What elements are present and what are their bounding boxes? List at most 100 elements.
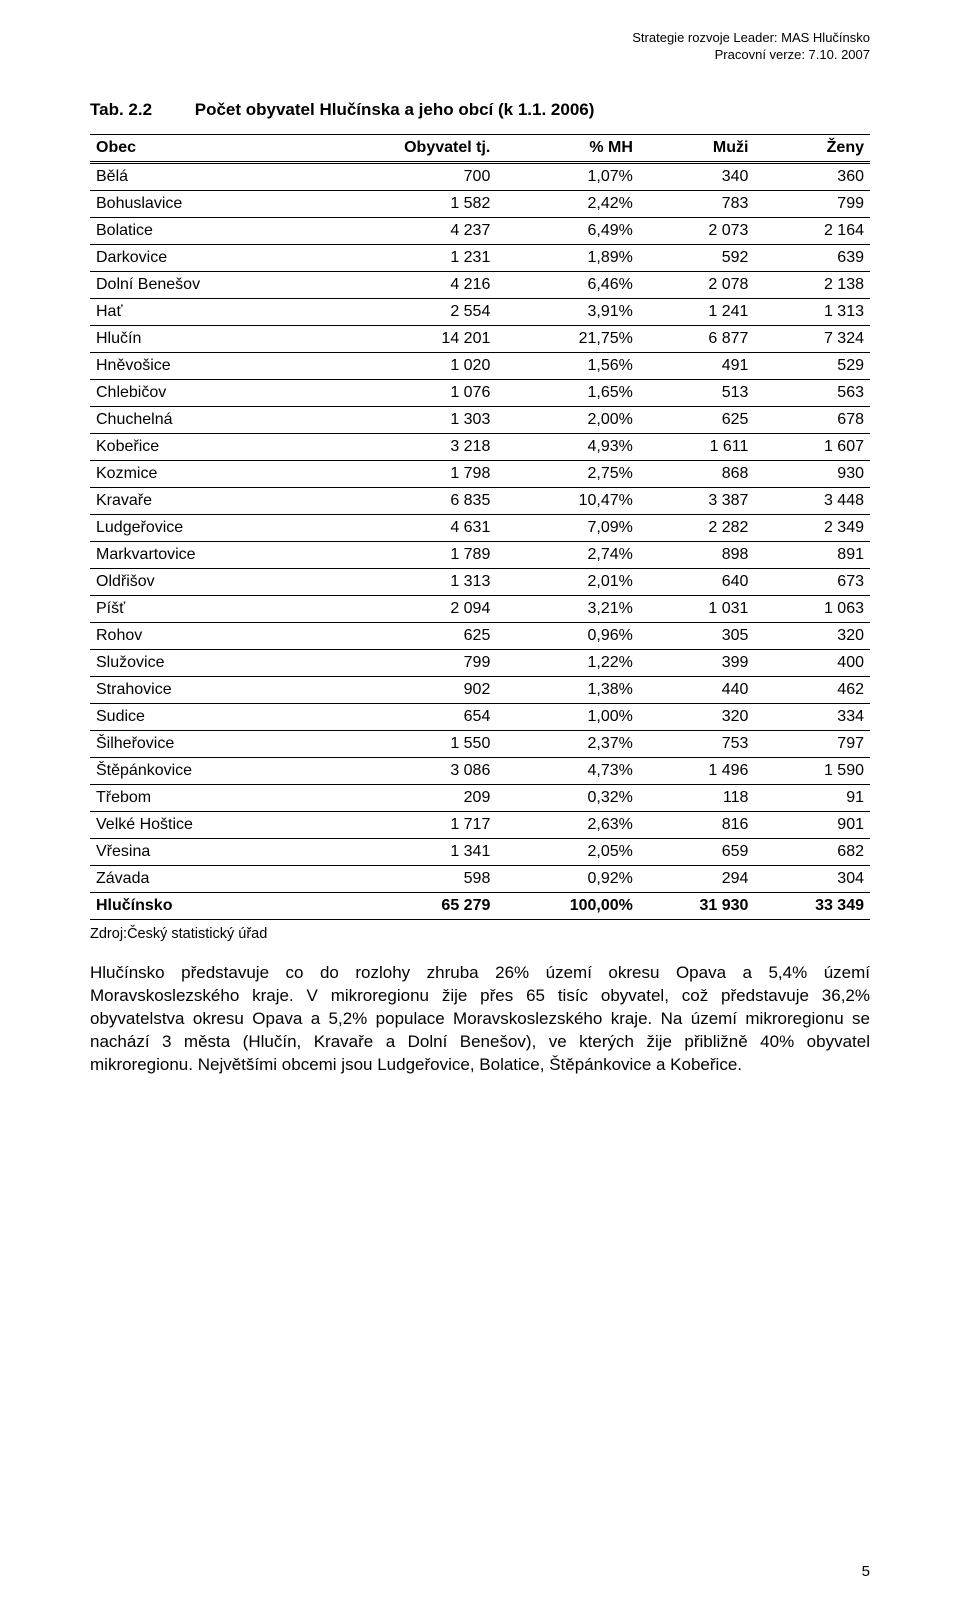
table-cell: 797 [754,731,870,758]
table-cell: 2,74% [496,542,639,569]
table-row: Bělá7001,07%340360 [90,163,870,191]
table-cell: 118 [639,785,755,812]
table-cell: 2,00% [496,407,639,434]
page: Strategie rozvoje Leader: MAS Hlučínsko … [0,0,960,1608]
table-cell: 0,32% [496,785,639,812]
table-cell: 209 [310,785,496,812]
table-row: Dolní Benešov4 2166,46%2 0782 138 [90,272,870,299]
table-row: Šilheřovice1 5502,37%753797 [90,731,870,758]
table-cell: 2 282 [639,515,755,542]
table-cell: Velké Hoštice [90,812,310,839]
table-cell: 640 [639,569,755,596]
table-cell: 1 582 [310,191,496,218]
table-cell: 1,65% [496,380,639,407]
table-cell: Kozmice [90,461,310,488]
table-total-cell: Hlučínsko [90,893,310,920]
table-header-cell: Muži [639,135,755,163]
table-cell: 21,75% [496,326,639,353]
table-cell: 2,37% [496,731,639,758]
table-cell: 625 [639,407,755,434]
table-source: Zdroj:Český statistický úřad [90,926,870,942]
table-row: Darkovice1 2311,89%592639 [90,245,870,272]
table-row: Třebom2090,32%11891 [90,785,870,812]
table-cell: 659 [639,839,755,866]
table-cell: 6 877 [639,326,755,353]
table-cell: 799 [754,191,870,218]
table-cell: 6,49% [496,218,639,245]
table-cell: 4,93% [496,434,639,461]
table-cell: 7 324 [754,326,870,353]
table-cell: 399 [639,650,755,677]
table-head: ObecObyvatel tj.% MHMužiŽeny [90,135,870,163]
table-cell: 1 303 [310,407,496,434]
table-cell: 6 835 [310,488,496,515]
header-line-1: Strategie rozvoje Leader: MAS Hlučínsko [632,30,870,47]
table-cell: 1,00% [496,704,639,731]
table-cell: 1 313 [754,299,870,326]
table-cell: 1,56% [496,353,639,380]
table-total-cell: 33 349 [754,893,870,920]
table-row: Strahovice9021,38%440462 [90,677,870,704]
table-cell: 3 218 [310,434,496,461]
table-total-row: Hlučínsko65 279100,00%31 93033 349 [90,893,870,920]
table-cell: 1 031 [639,596,755,623]
table-row: Rohov6250,96%305320 [90,623,870,650]
table-cell: 678 [754,407,870,434]
table-row: Oldřišov1 3132,01%640673 [90,569,870,596]
table-cell: Šilheřovice [90,731,310,758]
table-cell: 783 [639,191,755,218]
table-cell: 320 [639,704,755,731]
table-cell: 10,47% [496,488,639,515]
table-cell: Ludgeřovice [90,515,310,542]
table-cell: Služovice [90,650,310,677]
table-cell: Hlučín [90,326,310,353]
table-header-cell: Obec [90,135,310,163]
table-cell: 2,63% [496,812,639,839]
table-row: Hněvošice1 0201,56%491529 [90,353,870,380]
table-cell: 2 554 [310,299,496,326]
table-cell: 753 [639,731,755,758]
table-cell: 1 550 [310,731,496,758]
table-header-row: ObecObyvatel tj.% MHMužiŽeny [90,135,870,163]
table-cell: Kravaře [90,488,310,515]
table-cell: 1 241 [639,299,755,326]
table-cell: 625 [310,623,496,650]
table-row: Štěpánkovice3 0864,73%1 4961 590 [90,758,870,785]
table-cell: 440 [639,677,755,704]
table-cell: 1 496 [639,758,755,785]
table-row: Sudice6541,00%320334 [90,704,870,731]
table-cell: 320 [754,623,870,650]
table-caption: Tab. 2.2 Počet obyvatel Hlučínska a jeho… [90,100,870,120]
table-row: Hlučín14 20121,75%6 8777 324 [90,326,870,353]
table-cell: 2 349 [754,515,870,542]
table-cell: 901 [754,812,870,839]
table-row: Bolatice4 2376,49%2 0732 164 [90,218,870,245]
table-body: Bělá7001,07%340360Bohuslavice1 5822,42%7… [90,163,870,920]
table-row: Kravaře6 83510,47%3 3873 448 [90,488,870,515]
table-cell: 3 387 [639,488,755,515]
table-cell: 529 [754,353,870,380]
table-cell: 891 [754,542,870,569]
table-cell: 3 448 [754,488,870,515]
table-header-cell: Ženy [754,135,870,163]
table-cell: 4 631 [310,515,496,542]
table-total-cell: 65 279 [310,893,496,920]
table-row: Ludgeřovice4 6317,09%2 2822 349 [90,515,870,542]
table-row: Vřesina1 3412,05%659682 [90,839,870,866]
table-total-cell: 100,00% [496,893,639,920]
table-cell: 7,09% [496,515,639,542]
table-row: Píšť2 0943,21%1 0311 063 [90,596,870,623]
table-cell: Hať [90,299,310,326]
table-cell: 700 [310,163,496,191]
table-cell: 1 341 [310,839,496,866]
caption-label: Tab. 2.2 [90,100,190,120]
table-cell: Bělá [90,163,310,191]
table-total-cell: 31 930 [639,893,755,920]
table-cell: 639 [754,245,870,272]
table-cell: 1 313 [310,569,496,596]
table-cell: 2,42% [496,191,639,218]
table-cell: 360 [754,163,870,191]
table-cell: 898 [639,542,755,569]
document-header: Strategie rozvoje Leader: MAS Hlučínsko … [632,30,870,64]
table-cell: Markvartovice [90,542,310,569]
